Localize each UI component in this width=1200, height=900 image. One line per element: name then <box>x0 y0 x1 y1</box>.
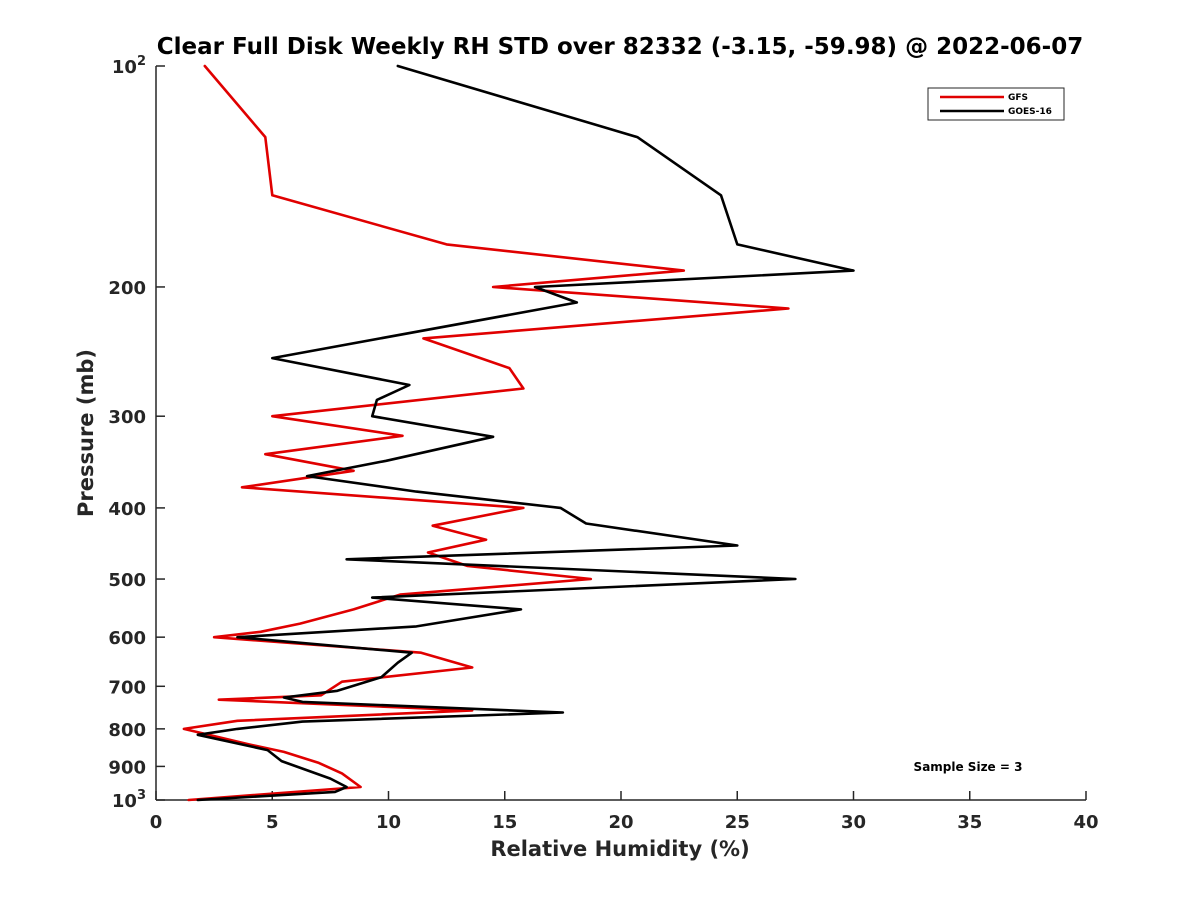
y-tick-label: 102 <box>112 54 146 78</box>
y-tick-label: 900 <box>108 757 146 778</box>
y-tick-label: 500 <box>108 570 146 591</box>
x-tick-label: 30 <box>841 812 866 833</box>
sample-size-annotation: Sample Size = 3 <box>914 760 1023 774</box>
y-tick-label: 200 <box>108 278 146 299</box>
y-tick-label: 800 <box>108 720 146 741</box>
y-tick-label: 400 <box>108 499 146 520</box>
series-line-gfs <box>182 64 790 802</box>
x-tick-label: 40 <box>1073 812 1098 833</box>
chart-title: Clear Full Disk Weekly RH STD over 82332… <box>157 34 1083 60</box>
x-tick-label: 0 <box>150 812 163 833</box>
y-tick-label: 700 <box>108 677 146 698</box>
x-tick-label: 5 <box>266 812 279 833</box>
series-line-goes16 <box>196 64 855 802</box>
y-axis-label: Pressure (mb) <box>74 349 98 517</box>
x-tick-label: 20 <box>608 812 633 833</box>
x-tick-label: 25 <box>725 812 750 833</box>
y-tick-label: 103 <box>112 788 146 812</box>
x-axis-label: Relative Humidity (%) <box>490 837 749 861</box>
plot-frame <box>155 66 1086 801</box>
legend-label-gfs: GFS <box>1008 93 1028 103</box>
series-layer <box>182 64 855 802</box>
x-tick-label: 35 <box>957 812 982 833</box>
x-axis: 0 5 10 15 20 25 30 35 40 <box>150 791 1099 833</box>
x-tick-label: 15 <box>492 812 517 833</box>
y-tick-label: 300 <box>108 407 146 428</box>
y-tick-label: 600 <box>108 628 146 649</box>
legend-box <box>927 87 1065 121</box>
legend: GFS GOES-16 <box>927 87 1065 121</box>
x-tick-label: 10 <box>376 812 401 833</box>
y-axis: 102 200 300 400 500 600 700 800 900 103 <box>108 54 165 812</box>
legend-label-goes16: GOES-16 <box>1008 107 1052 117</box>
